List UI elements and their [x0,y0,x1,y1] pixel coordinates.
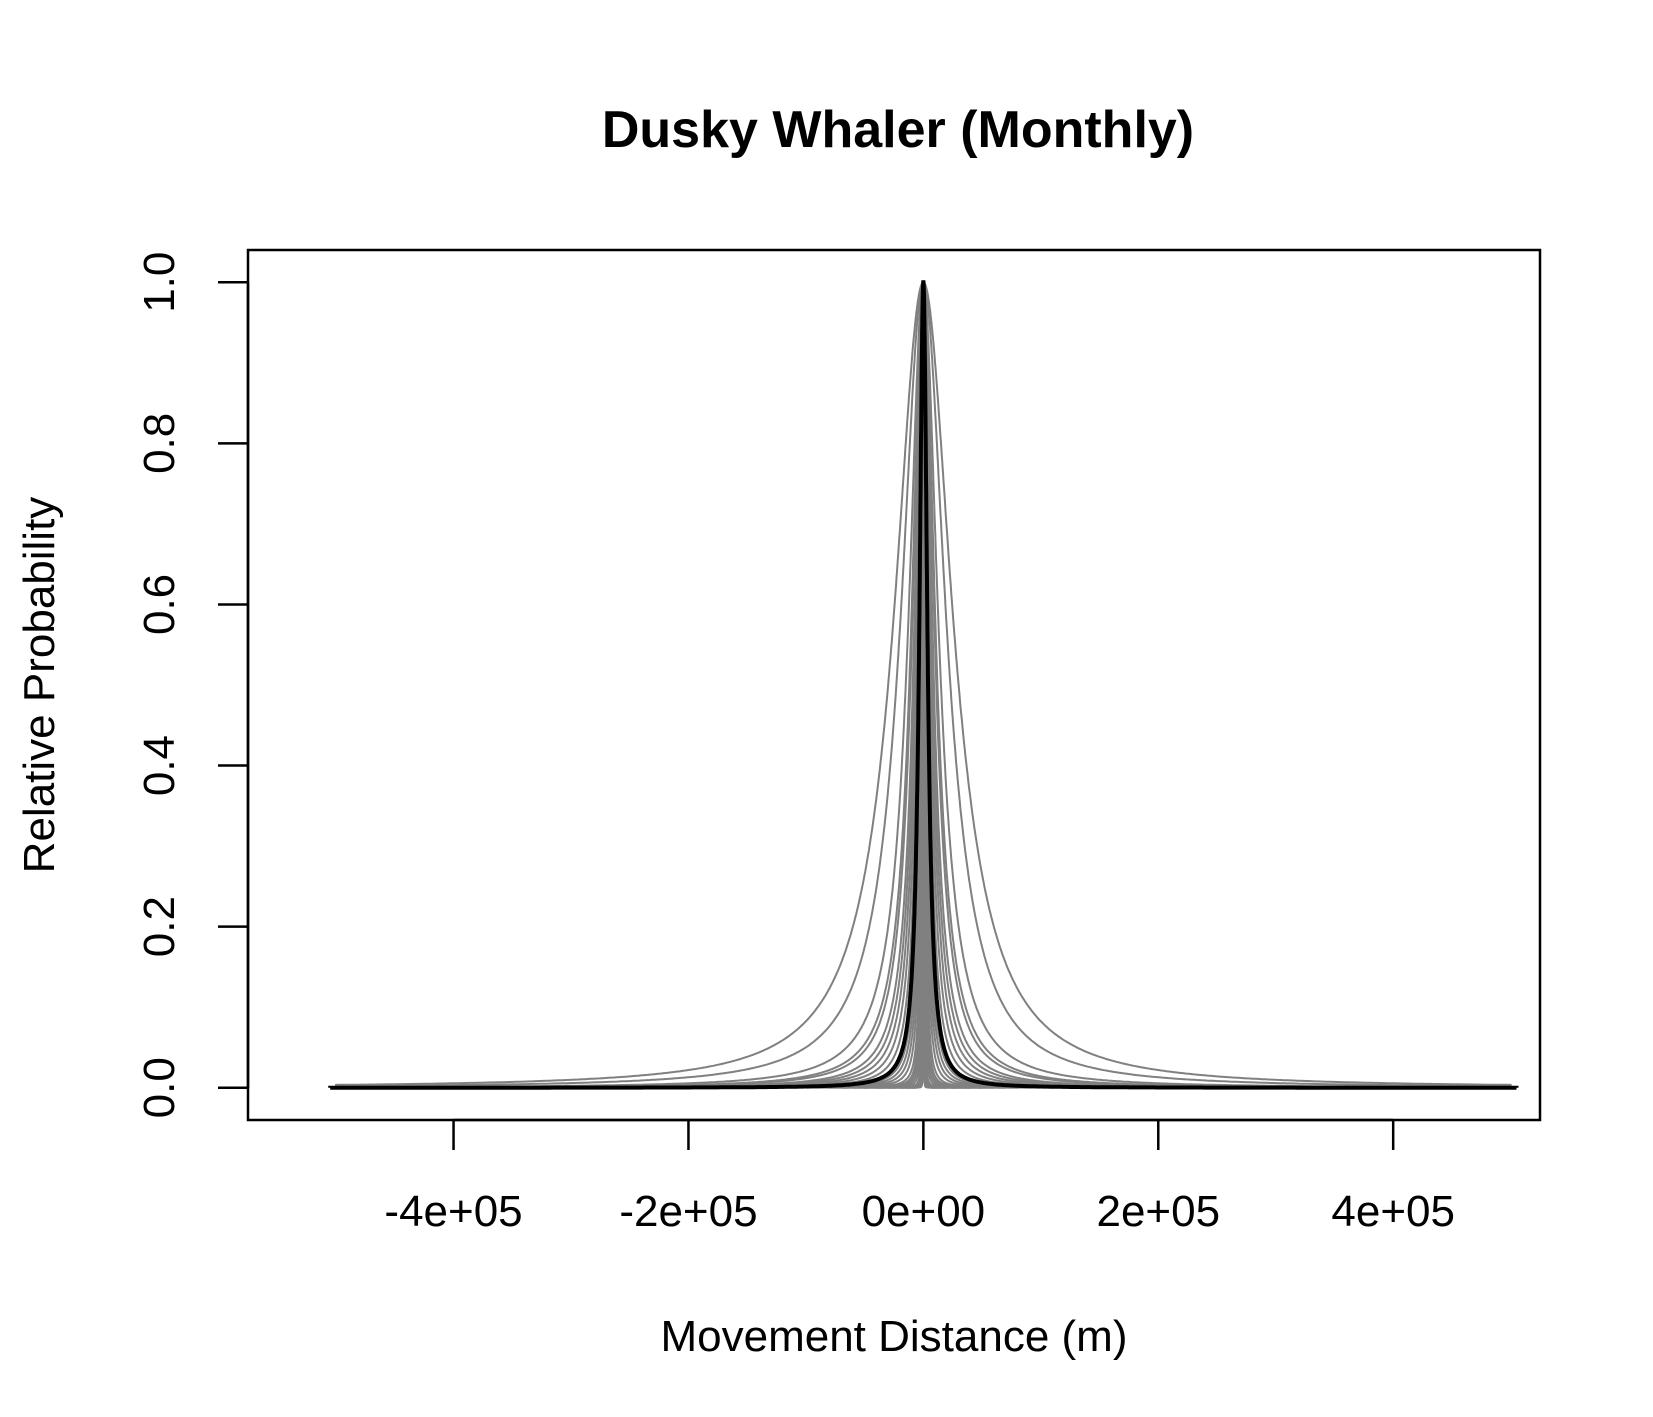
x-axis: -4e+05 -2e+05 0e+00 2e+05 4e+05 [384,1118,1455,1236]
y-tick-label: 1.0 [135,252,184,313]
mean-kernel-curve [328,280,1519,1090]
x-tick-label: -4e+05 [384,1187,522,1236]
x-tick-label: 4e+05 [1331,1187,1455,1236]
x-axis-label: Movement Distance (m) [660,1312,1127,1361]
x-tick-label: 2e+05 [1096,1187,1220,1236]
y-tick-label: 0.6 [135,574,184,635]
y-axis: 0.0 0.2 0.4 0.6 0.8 1.0 [135,252,250,1118]
y-tick-label: 0.8 [135,413,184,474]
mean-curve [328,280,1519,1090]
plot-area [328,279,1519,1090]
y-axis-label: Relative Probability [15,497,64,874]
y-tick-label: 0.0 [135,1057,184,1118]
chart-title: Dusky Whaler (Monthly) [602,101,1194,159]
y-tick-label: 0.2 [135,896,184,957]
y-tick-label: 0.4 [135,735,184,796]
x-tick-label: -2e+05 [619,1187,757,1236]
x-tick-label: 0e+00 [862,1187,986,1236]
